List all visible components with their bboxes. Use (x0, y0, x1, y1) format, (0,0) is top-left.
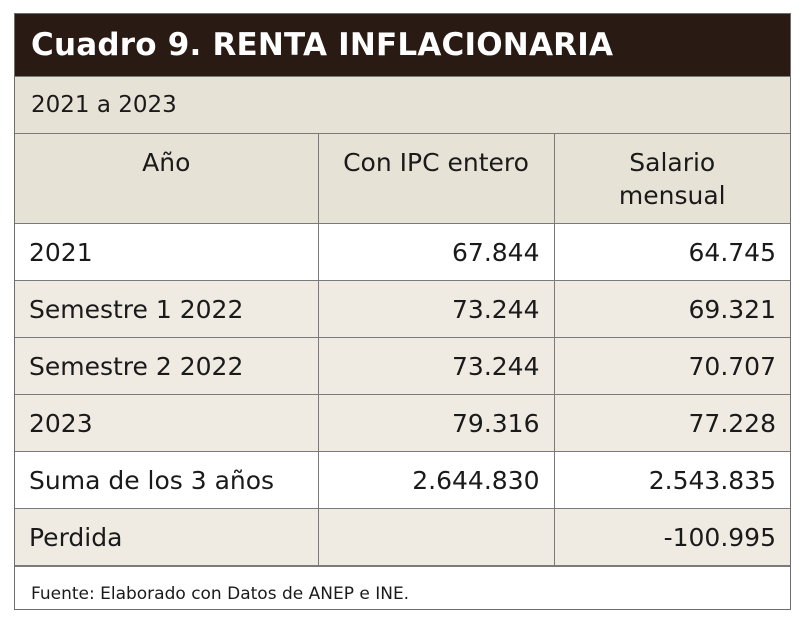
ipc-value: 73.244 (317, 280, 555, 338)
column-header-year: Año (15, 133, 319, 224)
ipc-value: 2.644.830 (317, 451, 555, 509)
table-subtitle: 2021 a 2023 (15, 76, 790, 133)
row-label: 2021 (15, 223, 319, 281)
salary-value: 64.745 (553, 223, 790, 281)
column-header-salary: Salario mensual (553, 133, 790, 224)
header-row: Año Con IPC entero Salario mensual (15, 133, 790, 224)
source-note: Fuente: Elaborado con Datos de ANEP e IN… (15, 566, 790, 620)
table-title: Cuadro 9. RENTA INFLACIONARIA (15, 14, 790, 76)
ipc-value: 79.316 (317, 394, 555, 452)
salary-value: 2.543.835 (553, 451, 790, 509)
table-frame: Cuadro 9. RENTA INFLACIONARIA 2021 a 202… (14, 13, 791, 610)
column-header-salary-text: Salario mensual (618, 148, 726, 210)
row-label: Semestre 2 2022 (15, 337, 319, 395)
ipc-value (317, 508, 555, 566)
table-row: Perdida -100.995 (15, 508, 790, 566)
table-row: 2021 67.844 64.745 (15, 223, 790, 281)
salary-value: 69.321 (553, 280, 790, 338)
ipc-value: 73.244 (317, 337, 555, 395)
table-row: Suma de los 3 años 2.644.830 2.543.835 (15, 451, 790, 509)
ipc-value: 67.844 (317, 223, 555, 281)
data-table: Año Con IPC entero Salario mensual 2021 … (15, 133, 790, 566)
table-row: 2023 79.316 77.228 (15, 394, 790, 452)
salary-value: 70.707 (553, 337, 790, 395)
column-header-ipc: Con IPC entero (317, 133, 555, 224)
row-label: Semestre 1 2022 (15, 280, 319, 338)
salary-value: 77.228 (553, 394, 790, 452)
row-label: 2023 (15, 394, 319, 452)
row-label: Perdida (15, 508, 319, 566)
table-row: Semestre 2 2022 73.244 70.707 (15, 337, 790, 395)
table-row: Semestre 1 2022 73.244 69.321 (15, 280, 790, 338)
salary-value: -100.995 (553, 508, 790, 566)
row-label: Suma de los 3 años (15, 451, 319, 509)
